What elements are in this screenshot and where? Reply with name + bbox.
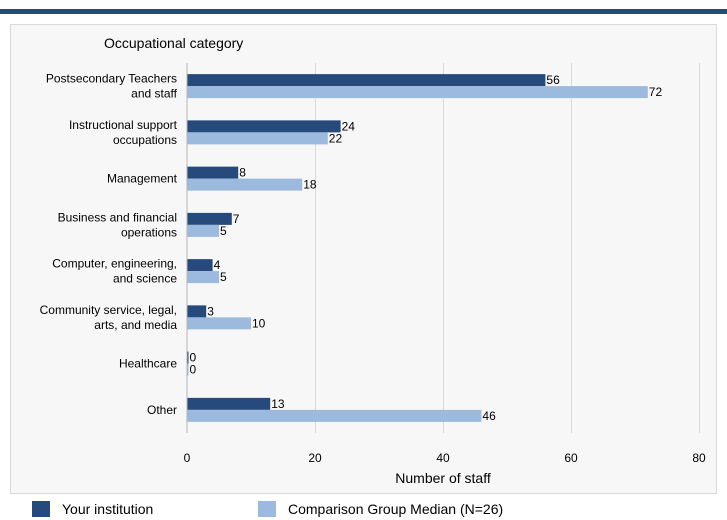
legend-item-comparison-median: Comparison Group Median (N=26) xyxy=(258,501,503,517)
bar-your-institution xyxy=(187,397,271,410)
data-label: 8 xyxy=(239,166,246,180)
category-label: Healthcare xyxy=(119,357,177,371)
category-label-line: and staff xyxy=(131,87,177,101)
bar-your-institution xyxy=(187,166,239,179)
data-label: 0 xyxy=(190,351,197,365)
category-label-line: Healthcare xyxy=(119,357,177,371)
bar-comparison-median xyxy=(187,271,219,284)
bar-comparison-median xyxy=(187,363,189,376)
data-label: 7 xyxy=(233,212,240,226)
bar-comparison-median xyxy=(187,86,648,99)
x-tick-label: 80 xyxy=(692,451,706,465)
category-label: Business and financial operations xyxy=(58,210,177,239)
category-label-line: operations xyxy=(121,225,177,239)
bar-comparison-median xyxy=(187,178,303,191)
data-label: 3 xyxy=(207,304,214,318)
legend: Your institution Comparison Group Median… xyxy=(0,497,727,520)
data-label: 22 xyxy=(329,131,343,145)
bar-comparison-median xyxy=(187,132,328,145)
bar-your-institution xyxy=(187,120,341,133)
category-label-line: Instructional support xyxy=(69,118,178,132)
bar-chart: Occupational category 0 20 40 60 80 Postseco… xyxy=(40,35,706,486)
bar-your-institution xyxy=(187,305,207,318)
x-axis-ticks: 0 20 40 60 80 xyxy=(184,451,706,465)
category-label-line: Business and financial xyxy=(58,210,177,224)
category-label: Community service, legal, arts, and media xyxy=(40,303,178,332)
bar-comparison-median xyxy=(187,317,251,330)
chart-title: Occupational category xyxy=(104,35,243,51)
category-label: Management xyxy=(107,172,178,186)
bars xyxy=(187,74,648,422)
bar-your-institution xyxy=(187,212,232,225)
category-label-line: Management xyxy=(107,172,178,186)
category-label-line: Other xyxy=(147,403,177,417)
x-tick-label: 20 xyxy=(308,451,322,465)
legend-item-your-institution: Your institution xyxy=(32,501,153,517)
category-label-line: occupations xyxy=(113,133,177,147)
data-label: 0 xyxy=(190,363,197,377)
category-label: Other xyxy=(147,403,177,417)
y-axis-categories: Postsecondary Teachers and staff Instructi… xyxy=(40,72,178,417)
category-label: Postsecondary Teachers and staff xyxy=(46,72,178,101)
data-label: 13 xyxy=(271,397,285,411)
data-label: 5 xyxy=(220,270,227,284)
x-tick-label: 60 xyxy=(564,451,578,465)
bar-your-institution xyxy=(187,259,213,272)
bar-your-institution xyxy=(187,351,189,364)
category-label-line: Computer, engineering, xyxy=(52,257,177,271)
bar-comparison-median xyxy=(187,224,219,237)
x-tick-label: 0 xyxy=(184,451,191,465)
bar-comparison-median xyxy=(187,409,482,422)
data-label: 5 xyxy=(220,224,227,238)
category-label: Computer, engineering, and science xyxy=(52,257,177,286)
category-label-line: and science xyxy=(113,272,177,286)
data-label: 4 xyxy=(214,258,221,272)
legend-label: Your institution xyxy=(62,501,154,517)
x-tick-label: 40 xyxy=(436,451,450,465)
data-label: 56 xyxy=(546,73,560,87)
category-label-line: Community service, legal, xyxy=(40,303,177,317)
bar-your-institution xyxy=(187,74,546,87)
data-label: 46 xyxy=(482,409,496,423)
data-label: 24 xyxy=(342,119,356,133)
data-label: 18 xyxy=(303,178,317,192)
gridlines xyxy=(315,63,700,433)
x-axis-title: Number of staff xyxy=(395,470,491,486)
category-label-line: arts, and media xyxy=(94,318,177,332)
category-label: Instructional support occupations xyxy=(69,118,178,147)
legend-swatch xyxy=(32,501,50,517)
data-label: 72 xyxy=(649,85,663,99)
data-label: 10 xyxy=(252,316,266,330)
header-rule xyxy=(0,9,727,14)
legend-swatch xyxy=(258,501,276,517)
legend-label: Comparison Group Median (N=26) xyxy=(288,501,504,517)
category-label-line: Postsecondary Teachers xyxy=(46,72,177,86)
